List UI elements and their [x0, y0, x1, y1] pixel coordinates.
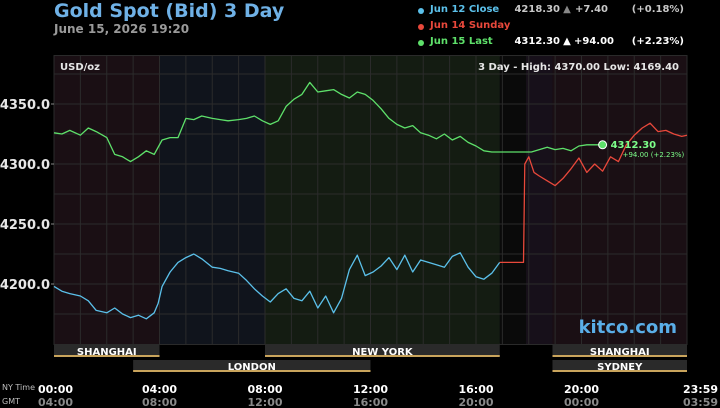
session-band-3 — [499, 56, 527, 344]
unit-label: USD/oz — [60, 62, 100, 73]
session-label: SHANGHAI — [77, 347, 137, 358]
legend-arrow-up-icon: ▲ — [563, 4, 571, 15]
high-low-label: 3 Day - High: 4370.00 Low: 4169.40 — [478, 62, 679, 73]
y-tick-label: 4300.0 — [0, 158, 50, 173]
session-bar-bottom — [133, 360, 371, 371]
x-tick-gmt: 04:00 — [38, 396, 73, 408]
legend-label: Jun 12 Close — [430, 4, 500, 15]
x-tick-ny: 16:00 — [458, 383, 493, 396]
legend-label: Jun 15 Last — [430, 36, 493, 47]
x-tick-ny: 12:00 — [353, 383, 388, 396]
gmt-label: GMT — [2, 397, 20, 406]
x-tick-gmt: 08:00 — [142, 396, 177, 408]
legend-dot-icon — [418, 24, 424, 30]
x-tick-gmt: 03:59 — [683, 396, 718, 408]
legend-arrow-up-icon: ▲ — [563, 36, 571, 47]
session-band-4 — [526, 56, 553, 344]
session-label: SYDNEY — [597, 362, 643, 373]
x-tick-gmt: 12:00 — [247, 396, 282, 408]
session-bar-top — [552, 345, 687, 356]
chart-title: Gold Spot (Bid) 3 Day — [54, 0, 285, 22]
chart-timestamp: June 15, 2026 19:20 — [54, 22, 190, 36]
x-tick-ny: 04:00 — [142, 383, 177, 396]
series-jun15-last — [53, 81, 603, 163]
y-tick-label: 4250.0 — [0, 218, 50, 233]
legend-dot-icon — [418, 40, 424, 46]
session-bar-bottom — [552, 360, 687, 371]
legend-value: 4218.30 — [514, 4, 560, 15]
x-tick-ny: 08:00 — [247, 383, 282, 396]
watermark-logo: kitco.com — [579, 317, 677, 338]
legend-dot-icon — [418, 8, 424, 14]
x-tick-ny: 23:59 — [683, 383, 718, 396]
session-label: SHANGHAI — [590, 347, 650, 358]
session-band-5 — [552, 56, 687, 344]
x-tick-gmt: 20:00 — [458, 396, 493, 408]
legend-value: 4312.30 — [514, 36, 560, 47]
x-tick-ny: 20:00 — [564, 383, 599, 396]
last-price-label: 4312.30 — [611, 140, 657, 151]
x-tick-ny: 00:00 — [38, 383, 73, 396]
series-jun14-sunday — [499, 122, 688, 264]
y-tick-label: 4350.0 — [0, 98, 50, 113]
y-tick-label: 4200.0 — [0, 278, 50, 293]
session-label: LONDON — [228, 362, 276, 373]
session-label: NEW YORK — [352, 347, 414, 358]
series-jun12-close — [53, 252, 501, 320]
legend-change: +7.40 — [574, 4, 608, 15]
last-change-label: +94.00 (+2.23%) — [623, 151, 685, 159]
legend-label: Jun 14 Sunday — [430, 20, 511, 31]
session-bar-top — [54, 345, 160, 356]
ny-time-label: NY Time — [2, 383, 35, 392]
session-bar-top — [265, 345, 500, 356]
x-tick-gmt: 00:00 — [564, 396, 599, 408]
legend-change: +94.00 — [574, 36, 615, 47]
last-price-marker — [598, 140, 608, 150]
x-tick-gmt: 16:00 — [353, 396, 388, 408]
legend-percent: (+2.23%) — [631, 36, 684, 47]
legend-percent: (+0.18%) — [631, 4, 684, 15]
